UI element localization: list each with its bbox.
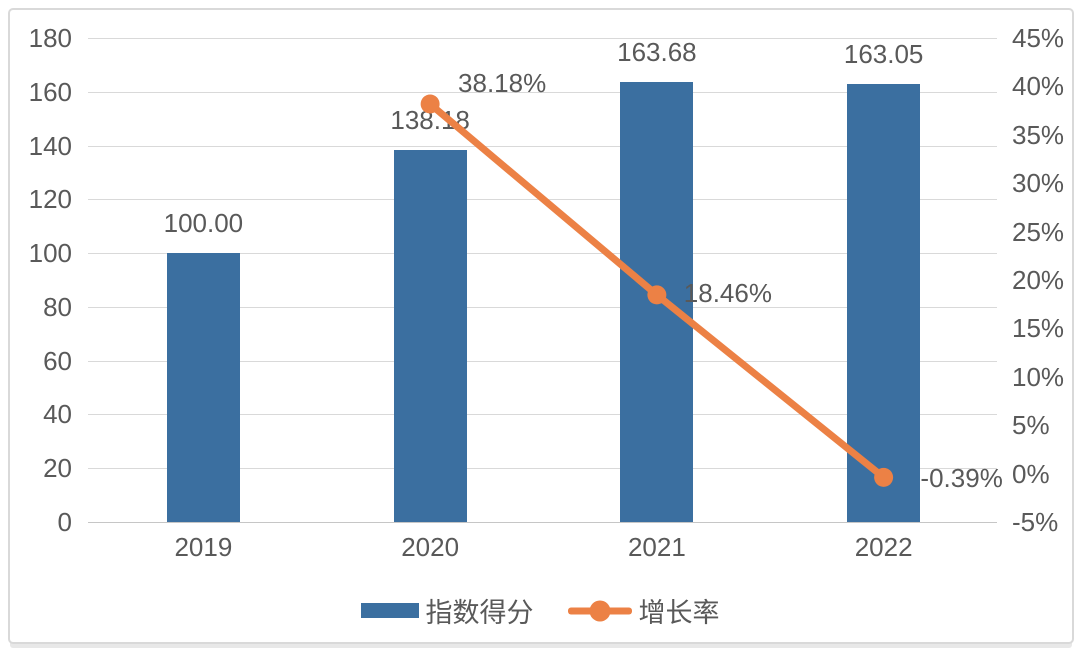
line-value-label: -0.39% — [920, 463, 1003, 494]
category-label-2021: 2021 — [627, 532, 686, 562]
bar-2021 — [620, 81, 694, 522]
legend: 指数得分 增长率 — [0, 591, 1080, 630]
bar-value-label: 163.05 — [843, 38, 924, 69]
gridline — [88, 38, 997, 39]
legend-item-index-score: 指数得分 — [360, 591, 534, 630]
legend-item-growth-rate: 增长率 — [567, 591, 720, 630]
category-label-2020: 2020 — [401, 532, 460, 562]
bar-2019 — [166, 253, 240, 522]
right-axis-tick: 40% — [1012, 71, 1065, 102]
bar-value-label: 138.18 — [390, 105, 470, 136]
line-value-label: 18.46% — [683, 277, 772, 308]
right-axis-tick: -5% — [1012, 507, 1059, 537]
right-axis-tick: 35% — [1012, 119, 1065, 150]
right-axis-tick: 15% — [1012, 313, 1065, 344]
bar-2022 — [847, 83, 921, 522]
line-value-label: 38.18% — [458, 68, 547, 99]
left-axis-tick: 120 — [28, 184, 72, 215]
bar-2020 — [393, 150, 467, 522]
category-label-2019: 2019 — [174, 532, 233, 562]
right-axis-tick: 30% — [1012, 168, 1065, 199]
left-axis-tick: 100 — [28, 238, 72, 269]
right-axis-tick: 10% — [1012, 361, 1065, 392]
bar-series-swatch-icon — [360, 603, 419, 618]
line-series-swatch-icon — [567, 600, 632, 622]
left-axis-tick: 0 — [57, 507, 72, 537]
left-axis-tick: 140 — [28, 130, 72, 161]
right-axis-tick: 0% — [1012, 458, 1050, 489]
right-axis-tick: 25% — [1012, 216, 1065, 247]
left-axis-tick: 160 — [28, 76, 72, 107]
left-axis-tick: 60 — [43, 345, 72, 376]
gridline — [88, 522, 997, 523]
line-marker-icon — [589, 600, 610, 621]
left-axis-tick: 40 — [43, 399, 72, 430]
right-axis-tick: 20% — [1012, 265, 1065, 295]
left-axis-tick: 180 — [28, 23, 72, 53]
right-axis-tick: 5% — [1012, 410, 1050, 441]
bar-value-label: 163.68 — [617, 36, 697, 67]
left-axis-tick: 20 — [43, 453, 72, 484]
legend-label-index-score: 指数得分 — [425, 598, 534, 628]
gridline — [88, 91, 997, 93]
left-axis-tick: 80 — [43, 291, 72, 322]
right-axis-tick: 45% — [1012, 23, 1065, 53]
legend-label-growth-rate: 增长率 — [638, 598, 720, 628]
bar-value-label: 100.00 — [163, 208, 244, 239]
category-label-2022: 2022 — [854, 532, 913, 562]
